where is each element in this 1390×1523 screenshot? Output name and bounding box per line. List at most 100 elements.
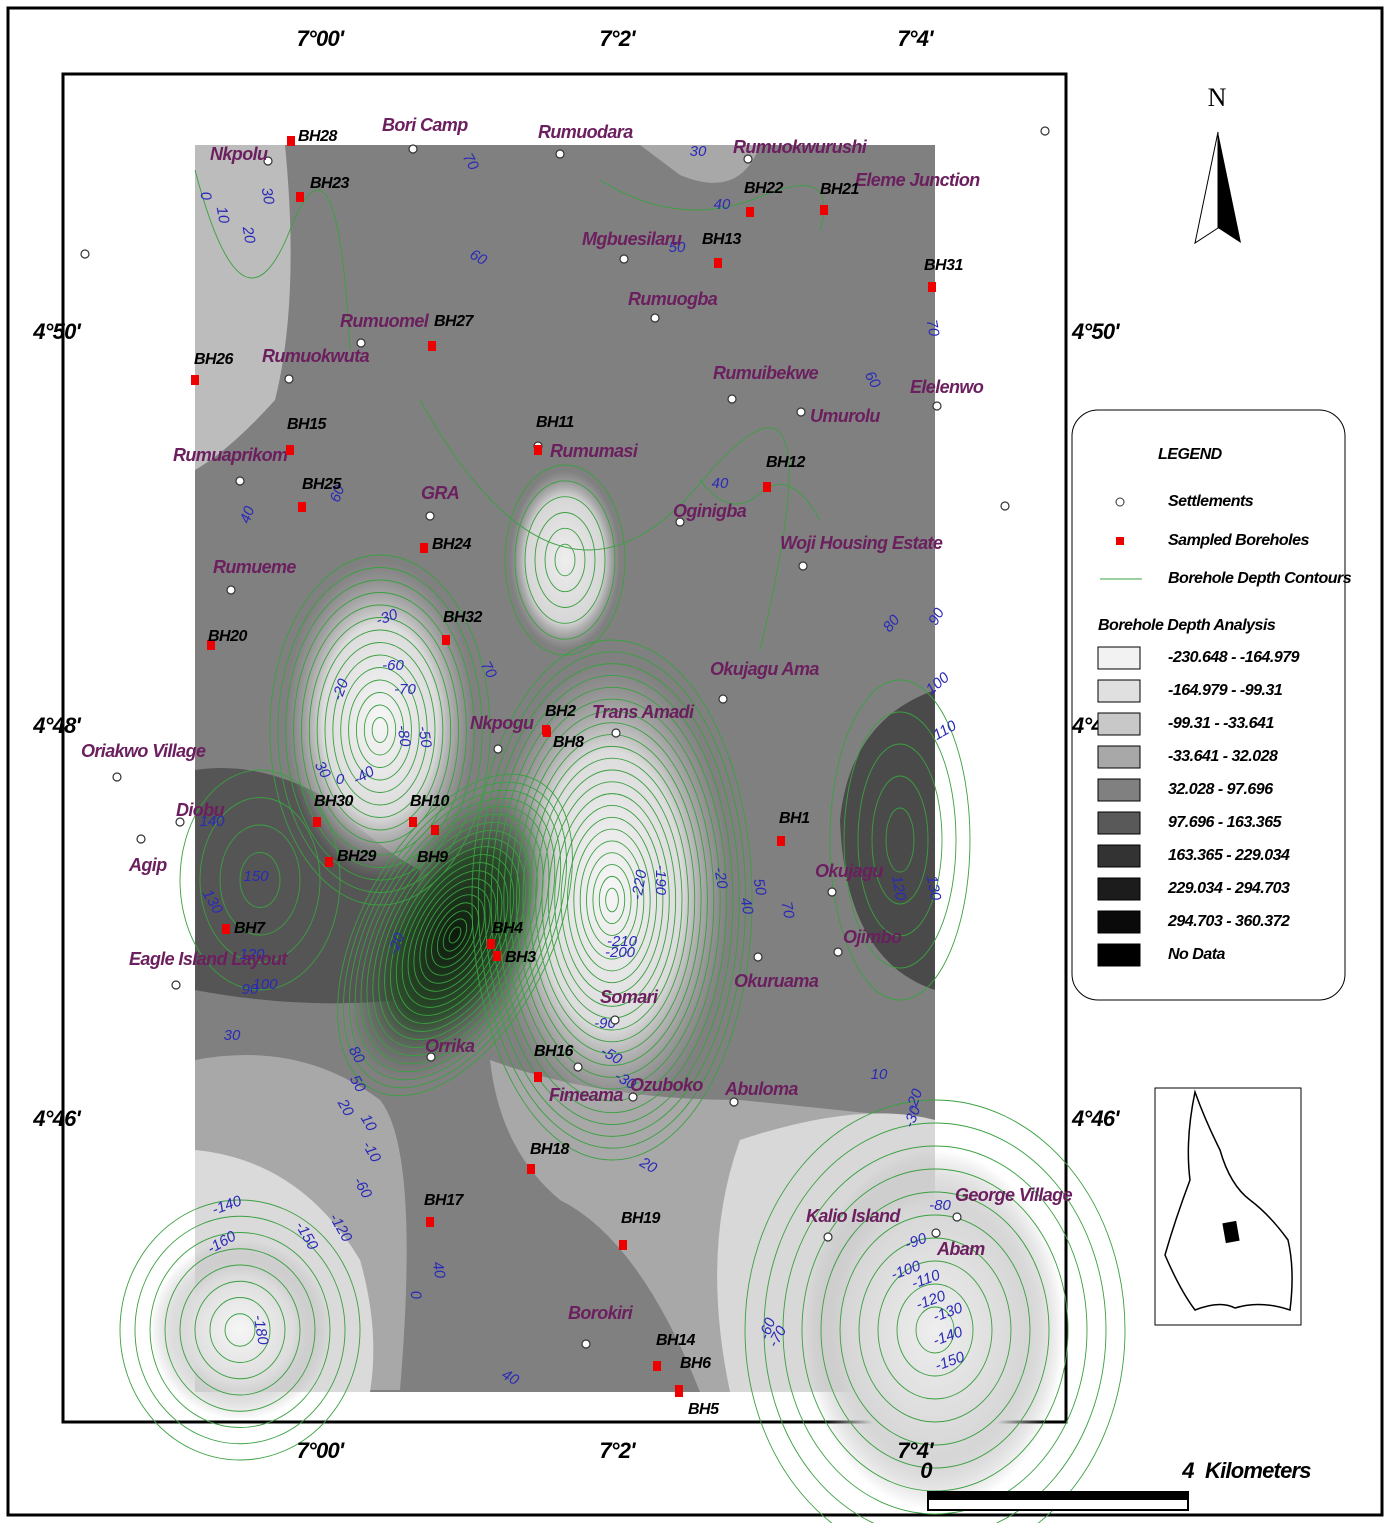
settlement-label: Trans Amadi: [592, 702, 695, 722]
borehole-marker: [675, 1387, 683, 1397]
borehole-marker: [653, 1361, 661, 1371]
legend-swatch: [1098, 713, 1140, 735]
settlement-label: Fimeama: [549, 1085, 623, 1105]
settlement-marker: [556, 150, 564, 158]
settlement-label: Orrika: [425, 1036, 475, 1056]
settlement-marker: [227, 586, 235, 594]
borehole-marker: [286, 445, 294, 455]
borehole-label: BH8: [553, 734, 584, 751]
legend-class-label: 32.028 - 97.696: [1168, 781, 1273, 798]
borehole-label: BH28: [298, 128, 338, 145]
borehole-label: BH19: [621, 1210, 661, 1227]
settlement-label: Rumuogba: [628, 289, 718, 309]
borehole-marker: [746, 207, 754, 217]
settlement-marker: [285, 375, 293, 383]
borehole-label: BH9: [417, 849, 448, 866]
left-latitude: 4°46': [32, 1106, 81, 1131]
settlement-marker: [137, 835, 145, 843]
contour-label: 150: [243, 868, 269, 885]
settlement-label: Oginigba: [673, 501, 747, 521]
settlement-marker: [612, 729, 620, 737]
borehole-marker: [442, 635, 450, 645]
borehole-marker: [222, 924, 230, 934]
contour-label: 30: [690, 143, 707, 160]
legend-class-label: No Data: [1168, 946, 1226, 963]
settlement-label: Borokiri: [568, 1303, 634, 1323]
legend-item: Sampled Boreholes: [1168, 532, 1309, 549]
borehole-label: BH29: [337, 848, 377, 865]
settlement-marker: [611, 1016, 619, 1024]
borehole-marker: [325, 857, 333, 867]
top-longitude: 7°4': [897, 26, 934, 51]
legend-class-label: -33.641 - 32.028: [1168, 748, 1278, 765]
borehole-marker: [534, 1072, 542, 1082]
settlement-label: George Village: [955, 1185, 1073, 1205]
settlement-label: Ojimbo: [843, 927, 902, 947]
borehole-marker: [527, 1164, 535, 1174]
borehole-label: BH32: [443, 609, 483, 626]
contour-label: 10: [871, 1066, 888, 1083]
legend-borehole-icon: [1116, 537, 1124, 545]
settlement-marker: [953, 1213, 961, 1221]
contour-label: -200: [605, 944, 636, 961]
settlement-marker: [754, 953, 762, 961]
borehole-label: BH26: [194, 351, 234, 368]
borehole-marker: [763, 482, 771, 492]
borehole-label: BH7: [234, 920, 266, 937]
left-latitude: 4°48': [32, 713, 81, 738]
borehole-label: BH10: [410, 793, 450, 810]
borehole-marker: [191, 375, 199, 385]
settlement-marker: [236, 477, 244, 485]
settlement-label: GRA: [421, 483, 459, 503]
legend-title: LEGEND: [1158, 446, 1223, 463]
settlement-label: Rumueme: [213, 557, 296, 577]
legend-item: Settlements: [1168, 493, 1254, 510]
borehole-marker: [928, 282, 936, 292]
right-latitude: 4°46': [1071, 1106, 1120, 1131]
contour-label: 40: [712, 475, 729, 492]
settlement-label: Rumuokwuta: [262, 346, 370, 366]
legend-settlement-icon: [1116, 498, 1124, 506]
legend-swatch: [1098, 845, 1140, 867]
legend-item: Borehole Depth Contours: [1168, 570, 1352, 587]
settlement-marker: [824, 1233, 832, 1241]
contour-label: -80: [929, 1197, 951, 1214]
settlement-marker: [494, 745, 502, 753]
borehole-label: BH13: [702, 231, 742, 248]
legend-class-label: -230.648 - -164.979: [1168, 649, 1300, 666]
borehole-marker: [287, 136, 295, 146]
settlement-label: Diobu: [176, 800, 225, 820]
contour-label: 40: [714, 196, 731, 213]
settlement-marker: [1041, 127, 1049, 135]
settlement-label: Rumuomel: [340, 311, 430, 331]
contour-label: 0: [336, 771, 345, 788]
borehole-label: BH31: [924, 257, 964, 274]
left-latitude: 4°50': [32, 319, 81, 344]
borehole-marker: [313, 817, 321, 827]
borehole-label: BH16: [534, 1043, 574, 1060]
bottom-longitude: 7°2': [599, 1438, 636, 1463]
settlement-label: Rumuokwurushi: [733, 137, 868, 157]
settlement-label: Nkpolu: [210, 144, 268, 164]
settlement-label: Somari: [600, 987, 659, 1007]
borehole-marker: [296, 192, 304, 202]
settlement-label: Woji Housing Estate: [780, 533, 943, 553]
borehole-label: BH12: [766, 454, 806, 471]
settlement-marker: [426, 512, 434, 520]
settlement-label: Umurolu: [810, 406, 880, 426]
settlement-marker: [933, 402, 941, 410]
borehole-label: BH14: [656, 1332, 696, 1349]
legend-class-label: 294.703 - 360.372: [1167, 913, 1290, 930]
top-longitude: 7°2': [599, 26, 636, 51]
borehole-label: BH20: [208, 628, 248, 645]
legend-class-label: 229.034 - 294.703: [1167, 880, 1290, 897]
settlement-label: Okujagu Ama: [710, 659, 819, 679]
borehole-label: BH21: [820, 181, 860, 198]
settlement-marker: [81, 250, 89, 258]
settlement-marker: [932, 1229, 940, 1237]
borehole-label: BH15: [287, 416, 328, 433]
settlement-label: Okujagu: [815, 861, 883, 881]
legend-swatch: [1098, 911, 1140, 933]
borehole-marker: [777, 836, 785, 846]
contour-label: -70: [394, 681, 416, 698]
